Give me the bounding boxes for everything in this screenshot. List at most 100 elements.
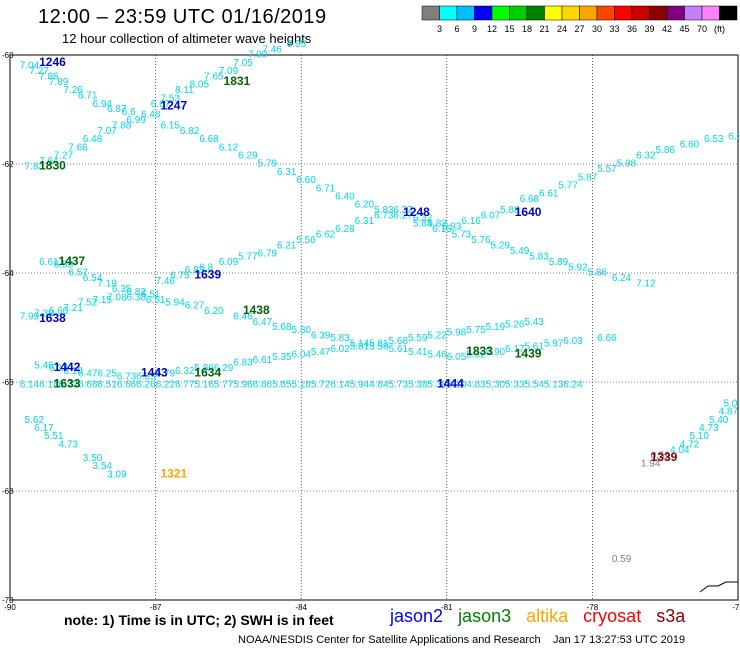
swh-value: 5.76 (471, 235, 491, 246)
swh-value: 6.02 (330, 344, 350, 355)
legend-label: 12 (487, 24, 497, 34)
swh-value: 7.07 (97, 126, 117, 137)
swh-value: 4.73 (59, 439, 79, 450)
swh-value: 5.29 (490, 240, 510, 251)
swh-value: 6.25 (97, 369, 117, 380)
swh-value: 5.38 (427, 379, 447, 390)
swh-value: 5.33 (505, 379, 525, 390)
swh-value: 5.83 (374, 205, 394, 216)
sat-jason2: jason2 (390, 606, 444, 626)
swh-value: 5.73 (389, 379, 409, 390)
swh-value: 6.26 (136, 379, 156, 390)
swh-value: 3.54 (93, 461, 113, 472)
swh-value: 5.51 (44, 431, 64, 442)
swh-value: 5.86 (194, 363, 214, 374)
swh-value: 6.31 (277, 167, 297, 178)
swh-value: 5.40 (709, 415, 729, 426)
legend-label: 39 (644, 24, 654, 34)
swh-value: 6.48 (83, 134, 103, 145)
swh-value: 5.35 (272, 352, 292, 363)
swh-value: 4.87 (719, 407, 739, 418)
swh-value: 3.09 (107, 469, 127, 480)
chart-subtitle: 12 hour collection of altimeter wave hei… (62, 31, 312, 46)
pass-time-label: 1438 (243, 303, 270, 317)
swh-value: 5.19 (486, 322, 506, 333)
swh-value: 7.90 (248, 50, 268, 61)
legend-label: 6 (454, 24, 459, 34)
swh-value: 7.86 (39, 72, 59, 83)
x-tick-label: -87 (150, 603, 162, 610)
sat-jason3: jason3 (458, 606, 512, 626)
swh-value: 6.53 (704, 134, 724, 145)
swh-value: 5.94 (165, 298, 185, 309)
footer-note: note: 1) Time is in UTC; 2) SWH is in fe… (64, 612, 334, 628)
swh-value: 5.79 (258, 159, 278, 170)
swh-value: 7.05 (233, 58, 253, 69)
swh-value: 6.14 (20, 379, 40, 390)
swh-value: 5.49 (510, 246, 530, 257)
swh-value: 6.29 (238, 151, 258, 162)
swh-value: 6.61 (39, 257, 59, 268)
swh-value: 6.57 (68, 268, 88, 279)
swh-value: 6.03 (563, 336, 583, 347)
swh-value: 5.30 (486, 379, 506, 390)
swh-value: 4.72 (680, 439, 700, 450)
swh-value: 6.35 (112, 284, 132, 295)
swh-value: 5.89 (549, 257, 569, 268)
swh-value: 7.66 (68, 142, 88, 153)
swh-value: 6.68 (520, 194, 540, 205)
swh-value: 5.86 (655, 145, 675, 156)
color-legend: 3 6 9 12 15 18 21 24 27 30 33 36 39 42 45 70 (ft) (421, 5, 738, 34)
swh-value: 6.18 (39, 379, 59, 390)
swh-value: 6.20 (204, 306, 224, 317)
swh-value: 5.87 (578, 172, 598, 183)
swh-value: 6.38 (728, 131, 740, 142)
pass-time-label: 1248 (403, 205, 430, 219)
swh-value: 6.6 (122, 107, 136, 118)
pass-time-label: 1639 (194, 267, 221, 281)
swh-value: 7.64 (39, 156, 59, 167)
swh-value: 5.43 (524, 317, 544, 328)
swh-value: 5.18 (291, 379, 311, 390)
swh-value: 6.27 (185, 300, 205, 311)
swh-value: 6.67 (151, 99, 171, 110)
swh-value: 5.77 (558, 181, 578, 192)
swh-value: 5.75 (466, 325, 486, 336)
swh-value: 5.77 (238, 251, 258, 262)
swh-value: 6.61 (539, 189, 559, 200)
pass-time-label: 1633 (54, 376, 81, 390)
swh-value: 5.85 (272, 379, 292, 390)
swh-value: 6.24 (612, 273, 632, 284)
swh-value: 5.82 (427, 219, 447, 230)
swh-value: 6.28 (335, 224, 355, 235)
swh-value: 5.58 (369, 341, 389, 352)
swh-value: 6.35 (136, 371, 156, 382)
swh-value: 6.61 (253, 355, 273, 366)
swh-value: 5.90 (486, 347, 506, 358)
swh-value: 5.61 (524, 341, 544, 352)
swh-value: 6.87 (107, 104, 127, 115)
swh-value: 5.47 (311, 347, 331, 358)
swh-value: 5.22 (427, 330, 447, 341)
swh-value: 6.24 (563, 379, 583, 390)
swh-value: 5.97 (544, 339, 564, 350)
swh-value: 6.07 (481, 211, 501, 222)
swh-value: 6.95 (287, 39, 307, 50)
swh-value: 6.27 (393, 211, 413, 222)
swh-value: 6.40 (335, 191, 355, 202)
swh-value: 6.73 (59, 379, 79, 390)
x-tick-label: -84 (295, 603, 307, 610)
swh-value: 5.56 (296, 235, 316, 246)
swh-value: 6.29 (214, 363, 234, 374)
swh-value: 6.99 (126, 115, 146, 126)
swh-value: 6.32 (413, 213, 433, 224)
swh-value: 6.17 (34, 423, 54, 434)
swh-value: 6.38 (126, 292, 146, 303)
wave-height-plot: -90 -87 -84 -81 -78 -75 -60 -62 -64 -66 -68 -70 7.04… (2, 39, 740, 610)
legend-label: 9 (472, 24, 477, 34)
pass-time-label: 1321 (160, 466, 187, 480)
swh-value: 7.15 (93, 295, 113, 306)
swh-value: 6.21 (277, 240, 297, 251)
x-tick-label: -81 (441, 603, 453, 610)
